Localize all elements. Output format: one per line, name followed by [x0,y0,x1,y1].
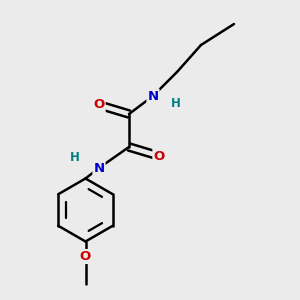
Text: O: O [93,98,105,112]
Text: N: N [93,161,105,175]
Text: H: H [70,151,80,164]
Text: O: O [80,250,91,263]
Text: N: N [147,89,159,103]
Text: H: H [171,97,180,110]
Text: O: O [153,149,165,163]
